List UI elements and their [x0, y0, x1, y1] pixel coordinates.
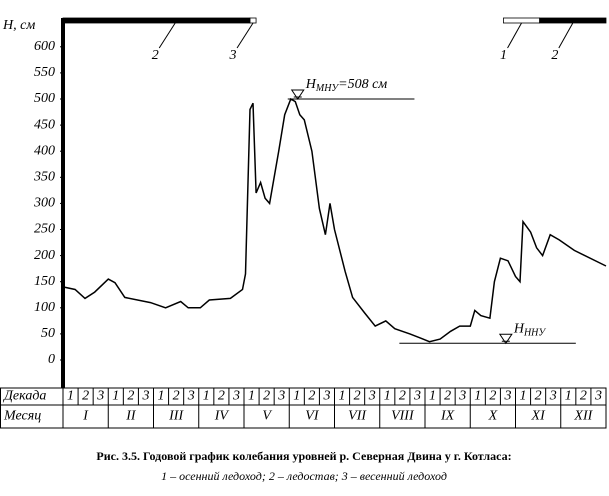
y-tick-label: 350 — [33, 170, 55, 185]
decade-label: 3 — [96, 389, 104, 404]
y-tick-label: 150 — [34, 274, 55, 289]
decade-label: 1 — [384, 389, 391, 404]
y-tick-label: 0 — [48, 352, 55, 367]
decade-label: 1 — [429, 389, 436, 404]
decade-label: 1 — [158, 389, 165, 404]
y-tick-label: 600 — [34, 39, 55, 54]
ice-bar — [249, 17, 257, 24]
month-label: IX — [440, 409, 455, 424]
caption: Рис. 3.5. Годовой график колебания уровн… — [96, 449, 511, 463]
decade-label: 3 — [594, 389, 602, 404]
y-tick-label: 200 — [34, 248, 55, 263]
y-tick-label: 500 — [34, 91, 55, 106]
y-axis-label: H, см — [2, 18, 35, 33]
month-label: V — [262, 409, 272, 424]
decade-label: 2 — [308, 389, 315, 404]
decade-label: 3 — [368, 389, 376, 404]
ice-bar — [503, 17, 541, 24]
month-label: IV — [214, 409, 230, 424]
decade-label: 2 — [82, 389, 89, 404]
annotation-symbol: H — [305, 77, 317, 92]
decade-label: 2 — [263, 389, 270, 404]
decade-label: 1 — [339, 389, 346, 404]
ice-leader — [507, 22, 522, 49]
decade-label: 1 — [520, 389, 527, 404]
month-label: XI — [531, 409, 547, 424]
ice-label: 2 — [152, 48, 159, 63]
y-tick-label: 550 — [34, 65, 55, 80]
month-label: I — [82, 409, 89, 424]
month-label: VIII — [391, 409, 415, 424]
decade-label: 2 — [127, 389, 134, 404]
decade-label: 1 — [203, 389, 210, 404]
decade-label: 3 — [458, 389, 466, 404]
ice-label: 2 — [551, 48, 558, 63]
ice-bar — [62, 17, 251, 24]
decade-label: 3 — [187, 389, 195, 404]
decade-label: 1 — [293, 389, 300, 404]
annotation-subscript: ННУ — [523, 328, 546, 339]
ice-bar — [539, 17, 607, 24]
y-tick-label: 50 — [41, 326, 55, 341]
decade-label: 1 — [474, 389, 481, 404]
level-marker — [498, 333, 513, 345]
y-tick-label: 400 — [34, 143, 55, 158]
ice-label: 3 — [229, 48, 237, 63]
annotation-text: HННУ — [513, 322, 547, 339]
month-label: XII — [573, 409, 593, 424]
decade-label: 2 — [444, 389, 451, 404]
decade-label: 3 — [232, 389, 240, 404]
decade-label: 2 — [218, 389, 225, 404]
ice-label: 1 — [500, 48, 507, 63]
table-frame — [0, 387, 607, 429]
decade-label: 3 — [413, 389, 421, 404]
ice-leader — [236, 22, 254, 49]
month-label: III — [168, 409, 184, 424]
level-marker — [290, 89, 305, 100]
month-label: VII — [348, 409, 367, 424]
month-label: II — [125, 409, 137, 424]
decade-label: 1 — [565, 389, 572, 404]
decade-label: 2 — [535, 389, 542, 404]
annotation-symbol: H — [513, 322, 525, 337]
decade-label: 2 — [399, 389, 406, 404]
annotation-value: =508 см — [338, 77, 387, 92]
decade-label: 1 — [112, 389, 119, 404]
decade-label: 3 — [322, 389, 330, 404]
level-line — [62, 97, 607, 343]
decade-label: 1 — [248, 389, 255, 404]
decade-label: 3 — [549, 389, 557, 404]
ice-leader — [158, 22, 176, 49]
decade-label: 2 — [489, 389, 496, 404]
annotation-text: HМНУ=508 см — [305, 77, 388, 94]
caption-legend: 1 – осенний ледоход; 2 – ледостав; 3 – в… — [161, 469, 447, 483]
month-label: VI — [305, 409, 320, 424]
ice-leader — [558, 22, 574, 49]
decade-label: 2 — [354, 389, 361, 404]
decade-label: 1 — [67, 389, 74, 404]
row-label: Декада — [2, 389, 46, 404]
annotation-subscript: МНУ — [315, 83, 340, 94]
decade-label: 3 — [141, 389, 149, 404]
y-tick-label: 250 — [34, 222, 55, 237]
y-tick-label: 300 — [33, 196, 55, 211]
decade-label: 2 — [173, 389, 180, 404]
month-label: X — [488, 409, 498, 424]
y-tick-label: 450 — [34, 117, 55, 132]
decade-label: 2 — [580, 389, 587, 404]
decade-label: 3 — [277, 389, 285, 404]
decade-label: 3 — [503, 389, 511, 404]
row-label: Месяц — [3, 409, 41, 424]
y-tick-label: 100 — [34, 300, 55, 315]
